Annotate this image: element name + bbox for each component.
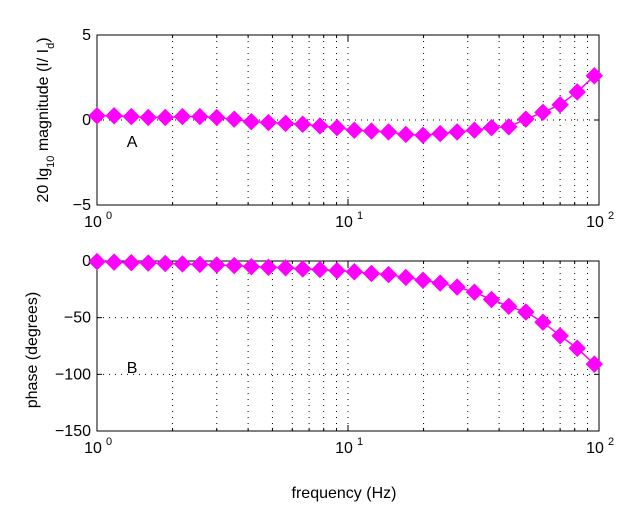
data-point: [105, 107, 123, 125]
data-point: [259, 113, 278, 132]
data-point: [293, 260, 312, 278]
data-point: [328, 118, 346, 137]
data-point: [448, 123, 466, 141]
panel-label: A: [127, 134, 138, 151]
data-point: [534, 103, 552, 122]
data-point: [517, 303, 535, 321]
data-point: [448, 278, 466, 296]
data-point: [551, 95, 569, 114]
data-point: [242, 257, 261, 276]
y-tick-label: −50: [64, 310, 91, 327]
data-point: [276, 259, 295, 277]
x-tick-label: 10: [586, 214, 604, 231]
magnitude-panel: −5 0 5 10 0 10 1 10 2 A: [73, 27, 614, 231]
y-tick-label: −100: [55, 366, 91, 383]
data-point: [191, 107, 209, 126]
data-point: [191, 255, 209, 274]
data-point: [517, 110, 535, 128]
x-tick-label-exponent: 0: [106, 436, 112, 448]
data-point: [156, 108, 174, 127]
y-tick-label: 0: [82, 112, 91, 129]
data-point: [379, 123, 398, 141]
x-tick-label: 10: [586, 440, 604, 457]
y-tick-label: −150: [55, 423, 91, 440]
y-tick-label: 0: [82, 253, 91, 270]
data-point: [139, 108, 157, 127]
data-point: [208, 256, 226, 274]
data-point: [362, 264, 381, 283]
data-point: [105, 253, 123, 271]
data-point: [379, 265, 398, 284]
x-tick-label: 10: [84, 440, 102, 457]
data-point: [551, 327, 569, 345]
data-point: [568, 339, 586, 357]
data-point: [568, 83, 586, 101]
x-axis-label: frequency (Hz): [292, 485, 397, 502]
x-tick-label: 10: [335, 440, 353, 457]
data-point: [88, 252, 106, 271]
phase-panel: −150 −100 −50 0 10 0 10 1 10 2 B: [55, 252, 614, 457]
data-point: [431, 124, 449, 143]
x-tick-label-exponent: 2: [608, 210, 614, 222]
data-point: [311, 117, 329, 135]
data-point: [122, 253, 141, 272]
x-tick-label: 10: [335, 214, 353, 231]
data-point: [397, 268, 415, 287]
data-point: [259, 258, 278, 276]
data-point: [362, 122, 381, 140]
magnitude-y-axis-label: 20 lg10 magnitude (I/ Id): [35, 37, 57, 202]
data-point: [311, 260, 329, 279]
data-point: [500, 297, 518, 316]
data-point: [328, 261, 346, 280]
data-point: [276, 114, 295, 133]
panel-label: B: [127, 360, 138, 377]
y-tick-label: 5: [82, 27, 91, 44]
x-tick-label-exponent: 0: [106, 210, 112, 222]
data-point: [242, 112, 261, 131]
x-tick-label-exponent: 1: [357, 436, 363, 448]
x-tick-label: 10: [84, 214, 102, 231]
x-tick-label-exponent: 2: [608, 436, 614, 448]
series-line: [97, 75, 595, 137]
data-point: [397, 125, 415, 144]
data-point: [225, 256, 243, 275]
data-point: [208, 108, 226, 127]
data-point: [173, 107, 192, 126]
data-point: [500, 118, 518, 136]
data-point: [156, 254, 174, 273]
data-point: [534, 313, 552, 331]
data-point: [585, 355, 604, 373]
data-point: [431, 274, 449, 292]
data-point: [482, 290, 501, 309]
data-point: [345, 263, 364, 281]
data-point: [173, 255, 192, 273]
data-point: [465, 121, 484, 139]
data-point: [585, 67, 604, 85]
data-point: [414, 271, 432, 289]
data-point: [465, 283, 484, 301]
y-tick-label: −5: [73, 197, 91, 214]
data-point: [345, 121, 364, 139]
x-tick-label-exponent: 1: [357, 210, 363, 222]
data-point: [414, 126, 432, 145]
data-point: [139, 254, 157, 272]
data-point: [293, 115, 312, 133]
data-point: [225, 110, 243, 128]
phase-y-axis-label: phase (degrees): [24, 292, 41, 409]
data-point: [88, 107, 106, 125]
data-point: [482, 118, 501, 137]
data-point: [122, 107, 141, 126]
